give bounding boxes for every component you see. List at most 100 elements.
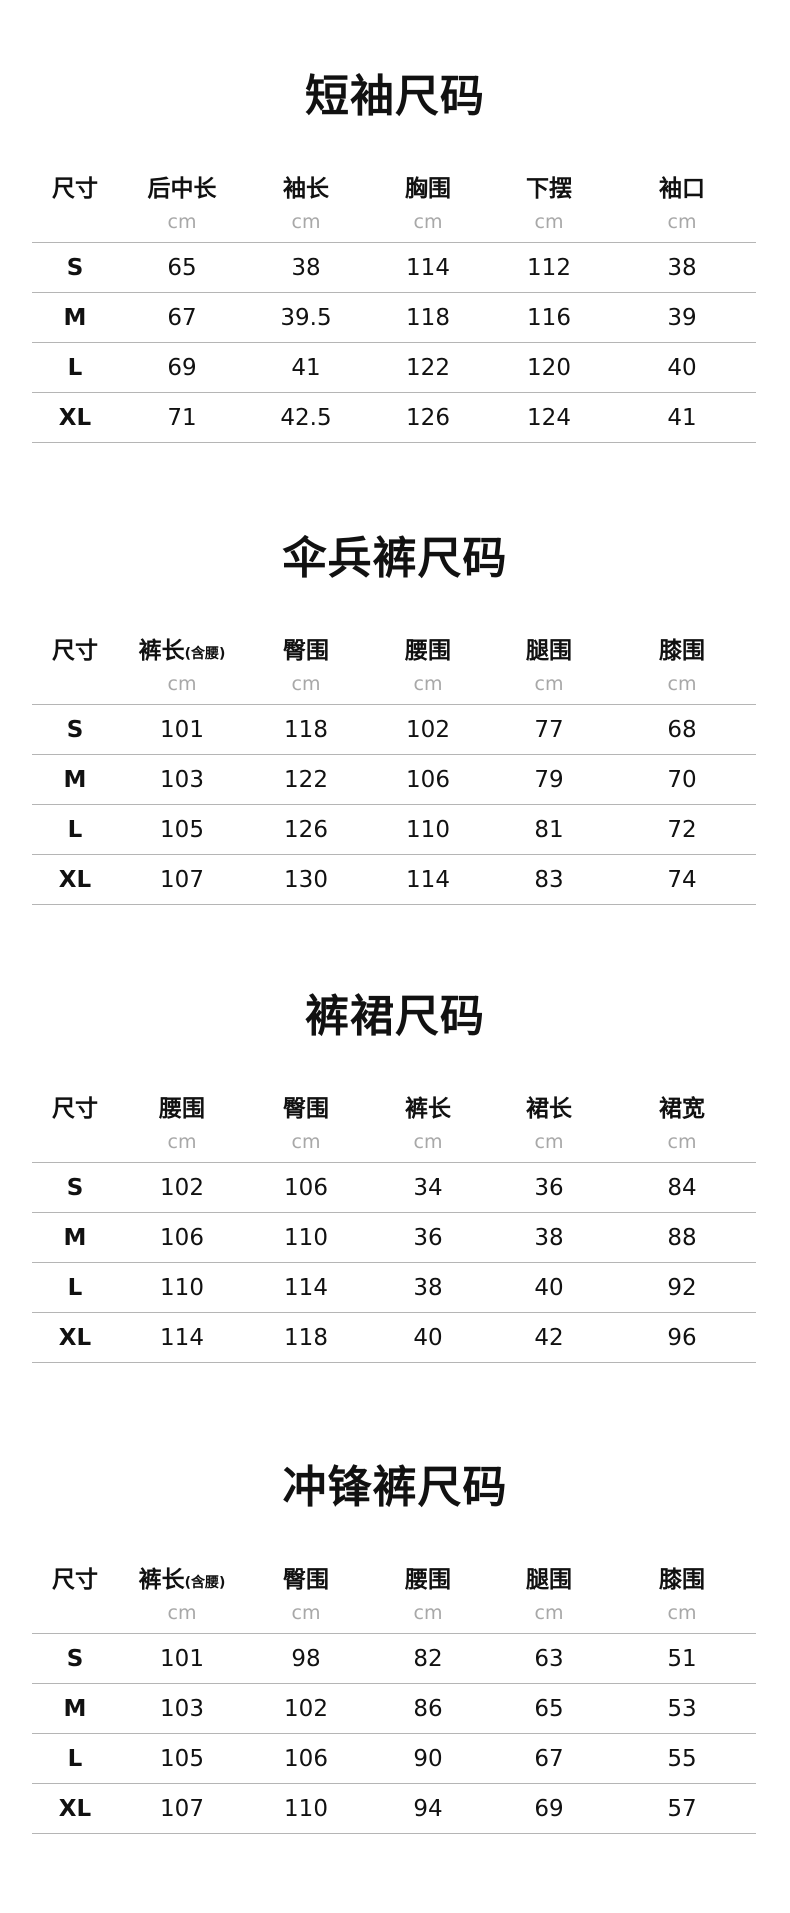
measurement-cell: 42 bbox=[534, 1324, 564, 1351]
measurement-cell: 71 bbox=[167, 404, 197, 431]
measurement-cell: 57 bbox=[667, 1795, 697, 1822]
measurement-cell: 105 bbox=[160, 1745, 204, 1772]
column-header: 后中长 cm bbox=[118, 163, 246, 242]
column-label: 尺寸 bbox=[52, 1567, 98, 1593]
measurement-cell: 126 bbox=[284, 816, 328, 843]
measurement-cell: 101 bbox=[160, 716, 204, 743]
measurement-cell: 103 bbox=[160, 766, 204, 793]
table-row: S 102 106 34 36 84 bbox=[32, 1163, 756, 1213]
column-unit: cm bbox=[167, 673, 197, 695]
size-label: S bbox=[66, 1645, 84, 1672]
column-label: 尺寸 bbox=[52, 1096, 98, 1122]
measurement-cell: 40 bbox=[413, 1324, 443, 1351]
measurement-cell: 105 bbox=[160, 816, 204, 843]
measurement-cell: 84 bbox=[667, 1174, 697, 1201]
measurement-cell: 102 bbox=[284, 1695, 328, 1722]
column-header: 裤长 cm bbox=[366, 1083, 490, 1162]
size-label: XL bbox=[58, 404, 92, 431]
column-unit: cm bbox=[534, 211, 564, 233]
table-row: S 101 98 82 63 51 bbox=[32, 1634, 756, 1684]
measurement-cell: 110 bbox=[160, 1274, 204, 1301]
size-label: L bbox=[67, 1745, 83, 1772]
column-label: 裤长 bbox=[405, 1096, 451, 1122]
table-row: M 106 110 36 38 88 bbox=[32, 1213, 756, 1263]
column-unit: cm bbox=[291, 1131, 321, 1153]
measurement-cell: 106 bbox=[284, 1745, 328, 1772]
column-label: 下摆 bbox=[526, 176, 572, 202]
section-title: 冲锋裤尺码 bbox=[282, 1462, 508, 1513]
measurement-cell: 130 bbox=[284, 866, 328, 893]
measurement-cell: 38 bbox=[413, 1274, 443, 1301]
measurement-cell: 83 bbox=[534, 866, 564, 893]
column-label: 袖口 bbox=[659, 176, 705, 202]
column-unit: cm bbox=[667, 211, 697, 233]
column-header: 尺寸 bbox=[32, 163, 118, 242]
column-label: 裤长 bbox=[138, 1567, 185, 1593]
size-table: 尺寸 后中长 cm 袖长 cm 胸围 cm 下摆 cm 袖口 cm S 65 38 11… bbox=[32, 163, 756, 443]
table-header-row: 尺寸 后中长 cm 袖长 cm 胸围 cm 下摆 cm 袖口 cm bbox=[32, 163, 756, 243]
table-row: XL 71 42.5 126 124 41 bbox=[32, 393, 756, 443]
column-label: 臀围 bbox=[283, 1096, 329, 1122]
measurement-cell: 122 bbox=[284, 766, 328, 793]
column-unit: cm bbox=[667, 1602, 697, 1624]
column-header: 尺寸 bbox=[32, 1083, 118, 1162]
column-unit: cm bbox=[167, 211, 197, 233]
size-label: S bbox=[66, 1174, 84, 1201]
measurement-cell: 98 bbox=[291, 1645, 321, 1672]
measurement-cell: 110 bbox=[284, 1795, 328, 1822]
measurement-cell: 74 bbox=[667, 866, 697, 893]
column-label: 胸围 bbox=[405, 176, 451, 202]
measurement-cell: 82 bbox=[413, 1645, 443, 1672]
table-row: M 67 39.5 118 116 39 bbox=[32, 293, 756, 343]
measurement-cell: 126 bbox=[406, 404, 450, 431]
measurement-cell: 63 bbox=[534, 1645, 564, 1672]
measurement-cell: 53 bbox=[667, 1695, 697, 1722]
measurement-cell: 122 bbox=[406, 354, 450, 381]
column-unit: cm bbox=[413, 1602, 443, 1624]
column-header: 膝围 cm bbox=[608, 625, 756, 704]
measurement-cell: 81 bbox=[534, 816, 564, 843]
column-label: 袖长 bbox=[283, 176, 329, 202]
measurement-cell: 124 bbox=[527, 404, 571, 431]
measurement-cell: 41 bbox=[667, 404, 697, 431]
size-label: L bbox=[67, 1274, 83, 1301]
column-header: 裙长 cm bbox=[490, 1083, 608, 1162]
measurement-cell: 118 bbox=[284, 716, 328, 743]
column-header: 袖口 cm bbox=[608, 163, 756, 242]
table-row: L 105 126 110 81 72 bbox=[32, 805, 756, 855]
column-unit: cm bbox=[167, 1602, 197, 1624]
column-label: 裙宽 bbox=[659, 1096, 705, 1122]
size-label: M bbox=[63, 304, 87, 331]
column-unit: cm bbox=[291, 1602, 321, 1624]
table-row: M 103 122 106 79 70 bbox=[32, 755, 756, 805]
measurement-cell: 107 bbox=[160, 1795, 204, 1822]
column-header: 臀围 cm bbox=[246, 1554, 366, 1633]
measurement-cell: 106 bbox=[284, 1174, 328, 1201]
size-label: XL bbox=[58, 1324, 92, 1351]
measurement-cell: 86 bbox=[413, 1695, 443, 1722]
measurement-cell: 107 bbox=[160, 866, 204, 893]
column-label: 膝围 bbox=[659, 1567, 705, 1593]
measurement-cell: 110 bbox=[406, 816, 450, 843]
column-unit: cm bbox=[413, 673, 443, 695]
size-table: 尺寸 裤长(含腰) cm 臀围 cm 腰围 cm 腿围 cm 膝围 cm S 101… bbox=[32, 625, 756, 905]
column-unit: cm bbox=[534, 673, 564, 695]
size-table: 尺寸 腰围 cm 臀围 cm 裤长 cm 裙长 cm 裙宽 cm S 102 106 3… bbox=[32, 1083, 756, 1363]
size-label: M bbox=[63, 1224, 87, 1251]
column-label: 腰围 bbox=[405, 1567, 451, 1593]
measurement-cell: 94 bbox=[413, 1795, 443, 1822]
column-header: 臀围 cm bbox=[246, 625, 366, 704]
measurement-cell: 114 bbox=[406, 866, 450, 893]
measurement-cell: 38 bbox=[534, 1224, 564, 1251]
column-header: 下摆 cm bbox=[490, 163, 608, 242]
column-header: 袖长 cm bbox=[246, 163, 366, 242]
measurement-cell: 67 bbox=[167, 304, 197, 331]
column-header: 腿围 cm bbox=[490, 625, 608, 704]
measurement-cell: 67 bbox=[534, 1745, 564, 1772]
measurement-cell: 38 bbox=[667, 254, 697, 281]
size-label: S bbox=[66, 716, 84, 743]
measurement-cell: 116 bbox=[527, 304, 571, 331]
column-unit: cm bbox=[667, 673, 697, 695]
measurement-cell: 42.5 bbox=[280, 404, 332, 431]
measurement-cell: 41 bbox=[291, 354, 321, 381]
